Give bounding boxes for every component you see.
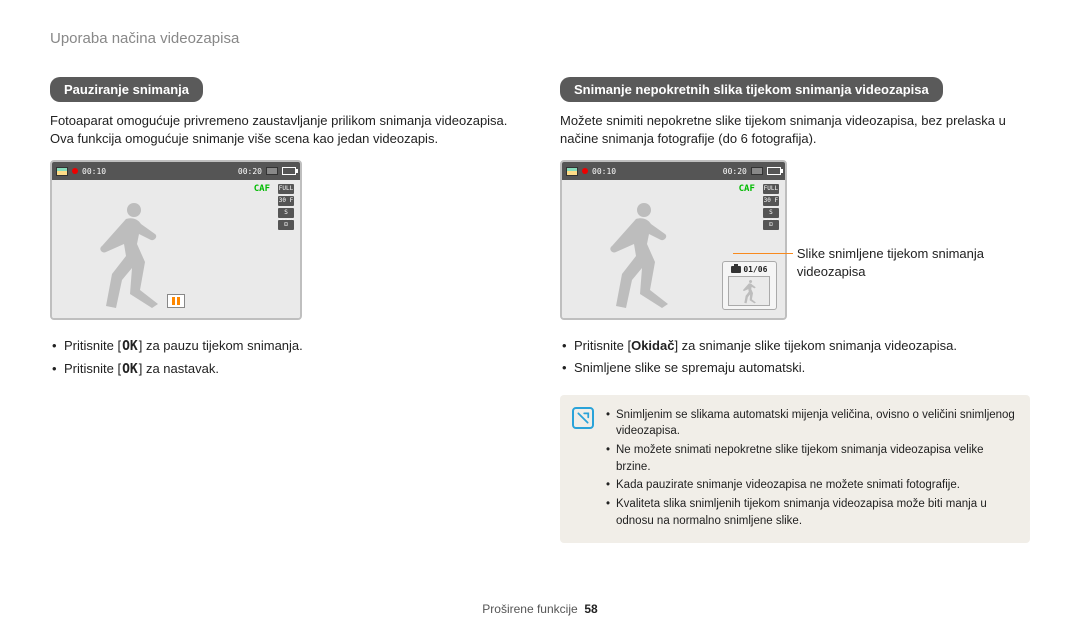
page-title: Uporaba načina videozapisa <box>50 30 1030 47</box>
note-item: Ne možete snimati nepokretne slike tijek… <box>606 442 1016 475</box>
thumb-icon <box>266 167 278 175</box>
remaining-time: 00:20 <box>238 167 262 176</box>
callout-line <box>733 253 793 254</box>
elapsed-time: 00:10 <box>592 167 616 176</box>
camera-screen-right: 00:10 00:20 CAF FULL HD 30 F S ZOOM ⊡ <box>560 160 787 320</box>
bullet-resume: Pritisnite [OK] za nastavak. <box>50 358 520 381</box>
shutter-label: Okidač <box>631 338 674 353</box>
screen-topbar: 00:10 00:20 <box>562 162 785 180</box>
screen-body: CAF FULL HD 30 F S ZOOM ⊡ 01/06 <box>562 180 785 318</box>
section-header-capture: Snimanje nepokretnih slika tijekom snima… <box>560 77 943 102</box>
capture-callout: Slike snimljene tijekom snimanja videoza… <box>797 245 1030 280</box>
capture-thumbnail-panel: 01/06 <box>722 261 777 310</box>
ok-button-label: OK <box>121 336 139 358</box>
content-columns: Pauziranje snimanja Fotoaparat omogućuje… <box>50 77 1030 543</box>
landscape-icon <box>56 167 68 176</box>
record-icon <box>582 168 588 174</box>
note-item: Snimljenim se slikama automatski mijenja… <box>606 407 1016 440</box>
screen-with-callout: 00:10 00:20 CAF FULL HD 30 F S ZOOM ⊡ <box>560 160 1030 320</box>
meter-icon: ⊡ <box>763 220 779 230</box>
footer-page: 58 <box>584 602 597 616</box>
capture-thumbnail <box>728 276 770 306</box>
fps-icon: 30 F <box>278 196 294 206</box>
pause-button[interactable] <box>167 294 185 308</box>
right-column: Snimanje nepokretnih slika tijekom snima… <box>560 77 1030 543</box>
note-item: Kada pauzirate snimanje videozapisa ne m… <box>606 477 1016 494</box>
dancer-silhouette <box>82 195 172 310</box>
camera-screen-left: 00:10 00:20 CAF FULL HD 30 F S ZOOM ⊡ <box>50 160 302 320</box>
zoom-icon: S ZOOM <box>763 208 779 218</box>
note-icon <box>572 407 594 429</box>
dancer-silhouette <box>592 195 682 310</box>
record-icon <box>72 168 78 174</box>
meter-icon: ⊡ <box>278 220 294 230</box>
right-body-text: Možete snimiti nepokretne slike tijekom … <box>560 112 1030 148</box>
caf-label: CAF <box>254 184 270 194</box>
note-box: Snimljenim se slikama automatski mijenja… <box>560 395 1030 544</box>
footer-label: Proširene funkcije <box>482 602 577 616</box>
note-item: Kvaliteta slika snimljenih tijekom snima… <box>606 496 1016 529</box>
battery-icon <box>767 167 781 175</box>
fullhd-icon: FULL HD <box>763 184 779 194</box>
fps-icon: 30 F <box>763 196 779 206</box>
landscape-icon <box>566 167 578 176</box>
screen-body: CAF FULL HD 30 F S ZOOM ⊡ <box>52 180 300 318</box>
callout-text: Slike snimljene tijekom snimanja videoza… <box>797 246 984 279</box>
camera-icon <box>731 266 741 273</box>
bullet-pause: Pritisnite [OK] za pauzu tijekom snimanj… <box>50 335 520 358</box>
right-bullets: Pritisnite [Okidač] za snimanje slike ti… <box>560 335 1030 379</box>
screen-topbar: 00:10 00:20 <box>52 162 300 180</box>
elapsed-time: 00:10 <box>82 167 106 176</box>
remaining-time: 00:20 <box>723 167 747 176</box>
left-column: Pauziranje snimanja Fotoaparat omogućuje… <box>50 77 520 543</box>
left-bullets: Pritisnite [OK] za pauzu tijekom snimanj… <box>50 335 520 381</box>
thumb-icon <box>751 167 763 175</box>
section-header-pause: Pauziranje snimanja <box>50 77 203 102</box>
page-footer: Proširene funkcije 58 <box>0 602 1080 616</box>
caf-label: CAF <box>739 184 755 194</box>
screen-right-icons: FULL HD 30 F S ZOOM ⊡ <box>763 184 779 230</box>
zoom-icon: S ZOOM <box>278 208 294 218</box>
bullet-shutter: Pritisnite [Okidač] za snimanje slike ti… <box>560 335 1030 357</box>
battery-icon <box>282 167 296 175</box>
fullhd-icon: FULL HD <box>278 184 294 194</box>
screen-right-icons: FULL HD 30 F S ZOOM ⊡ <box>278 184 294 230</box>
ok-button-label: OK <box>121 359 139 381</box>
left-body-text: Fotoaparat omogućuje privremeno zaustavl… <box>50 112 520 148</box>
capture-counter: 01/06 <box>743 265 767 274</box>
bullet-autosave: Snimljene slike se spremaju automatski. <box>560 357 1030 379</box>
